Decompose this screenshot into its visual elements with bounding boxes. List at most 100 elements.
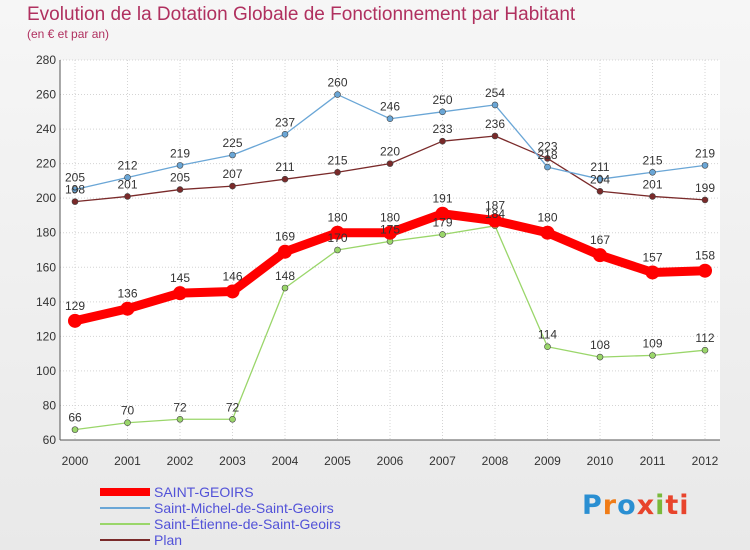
x-tick-label: 2012 bbox=[692, 454, 719, 468]
data-label: 215 bbox=[327, 153, 347, 167]
data-point bbox=[71, 426, 79, 433]
proxiti-logo: Proxiti bbox=[582, 490, 690, 521]
data-label: 70 bbox=[121, 404, 135, 418]
x-tick-label: 2001 bbox=[114, 454, 141, 468]
chart-title: Evolution de la Dotation Globale de Fonc… bbox=[27, 4, 576, 25]
data-label: 72 bbox=[226, 400, 240, 414]
data-label: 191 bbox=[432, 192, 452, 206]
data-label: 158 bbox=[695, 249, 715, 263]
data-point bbox=[124, 193, 131, 200]
y-tick-label: 60 bbox=[43, 433, 57, 447]
data-point bbox=[71, 186, 79, 193]
x-tick-label: 2002 bbox=[167, 454, 194, 468]
data-label: 112 bbox=[695, 331, 714, 345]
data-label: 220 bbox=[380, 145, 400, 159]
data-point bbox=[439, 137, 446, 145]
data-point bbox=[649, 193, 656, 200]
data-point bbox=[649, 168, 656, 176]
data-label: 145 bbox=[170, 271, 190, 285]
data-point bbox=[229, 415, 236, 423]
data-label: 179 bbox=[432, 215, 452, 229]
data-label: 169 bbox=[275, 230, 295, 244]
y-tick-label: 260 bbox=[36, 88, 56, 102]
x-tick-label: 2008 bbox=[482, 454, 509, 468]
data-point bbox=[701, 346, 709, 354]
data-label: 201 bbox=[642, 177, 662, 191]
x-tick-label: 2009 bbox=[534, 454, 561, 468]
data-point bbox=[278, 244, 292, 259]
data-label: 157 bbox=[642, 250, 662, 264]
data-label: 225 bbox=[222, 136, 242, 150]
y-tick-label: 220 bbox=[36, 157, 56, 171]
data-point bbox=[225, 284, 240, 299]
legend-label: Saint-Étienne-de-Saint-Geoirs bbox=[154, 516, 341, 532]
data-label: 218 bbox=[537, 148, 557, 162]
data-point bbox=[439, 108, 446, 116]
data-label: 219 bbox=[170, 146, 190, 160]
x-tick-label: 2003 bbox=[219, 454, 246, 468]
data-label: 223 bbox=[537, 139, 557, 153]
data-point bbox=[176, 186, 184, 193]
data-point bbox=[701, 162, 709, 169]
x-tick-label: 2005 bbox=[324, 454, 351, 468]
data-label: 201 bbox=[117, 177, 137, 191]
y-tick-label: 180 bbox=[36, 226, 56, 240]
data-point bbox=[71, 198, 79, 205]
data-point bbox=[488, 213, 502, 228]
data-point bbox=[173, 286, 187, 301]
data-label: 170 bbox=[327, 231, 347, 245]
x-tick-label: 2011 bbox=[640, 454, 666, 468]
data-point bbox=[540, 225, 555, 240]
data-point bbox=[383, 225, 397, 240]
data-label: 254 bbox=[485, 86, 505, 100]
legend-label: SAINT-GEOIRS bbox=[154, 484, 254, 500]
data-point bbox=[176, 415, 184, 423]
chart-subtitle: (en € et par an) bbox=[27, 27, 110, 41]
data-label: 114 bbox=[538, 328, 557, 342]
data-point bbox=[176, 162, 184, 169]
y-tick-label: 240 bbox=[36, 122, 56, 136]
data-label: 109 bbox=[642, 336, 662, 350]
data-label: 180 bbox=[327, 211, 347, 225]
data-point bbox=[701, 196, 709, 204]
data-point bbox=[281, 130, 289, 138]
data-label: 219 bbox=[695, 146, 715, 160]
data-label: 236 bbox=[485, 117, 505, 131]
data-point bbox=[334, 246, 341, 254]
data-label: 207 bbox=[222, 167, 242, 181]
data-label: 205 bbox=[170, 171, 190, 185]
data-point bbox=[645, 265, 660, 280]
data-point bbox=[544, 163, 551, 171]
data-label: 233 bbox=[432, 122, 452, 136]
data-label: 72 bbox=[173, 400, 187, 414]
data-label: 212 bbox=[117, 158, 137, 172]
data-label: 180 bbox=[537, 211, 557, 225]
legend-swatch bbox=[100, 488, 150, 496]
data-point bbox=[281, 175, 289, 183]
data-label: 237 bbox=[275, 115, 295, 129]
data-label: 66 bbox=[68, 411, 82, 425]
y-tick-label: 80 bbox=[43, 398, 57, 412]
data-label: 215 bbox=[642, 153, 662, 167]
data-label: 246 bbox=[380, 100, 400, 114]
y-tick-label: 200 bbox=[36, 191, 56, 205]
data-point bbox=[330, 225, 345, 240]
y-tick-label: 120 bbox=[36, 329, 56, 343]
data-label: 187 bbox=[485, 199, 505, 213]
legend-swatch bbox=[100, 523, 150, 525]
data-label: 136 bbox=[117, 287, 137, 301]
y-tick-label: 280 bbox=[36, 53, 56, 67]
data-label: 146 bbox=[222, 269, 242, 283]
data-label: 204 bbox=[590, 172, 610, 186]
data-point bbox=[334, 91, 341, 98]
data-point bbox=[68, 313, 82, 328]
data-point bbox=[124, 174, 131, 181]
data-point bbox=[281, 284, 289, 292]
data-label: 211 bbox=[590, 160, 609, 174]
data-point bbox=[229, 151, 236, 159]
data-label: 199 bbox=[695, 181, 715, 195]
data-point bbox=[120, 301, 135, 316]
data-point bbox=[491, 101, 499, 109]
data-point bbox=[596, 175, 604, 183]
data-point bbox=[649, 352, 656, 359]
